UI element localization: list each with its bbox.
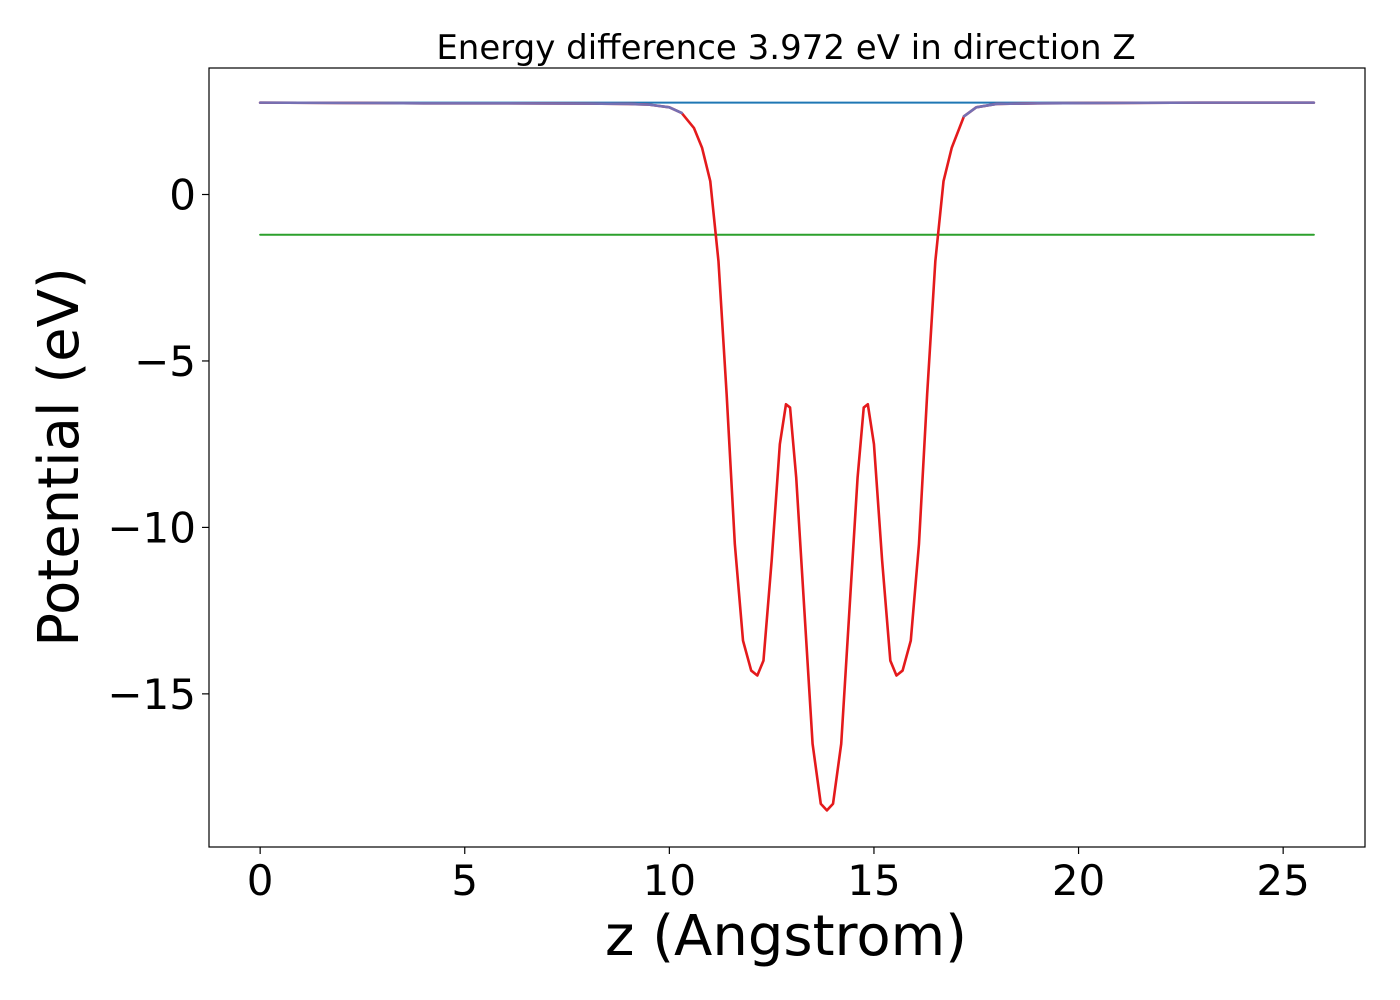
series-layer — [258, 101, 1316, 812]
x-tick-label: 5 — [451, 856, 478, 905]
axes-frame — [208, 67, 1366, 848]
series-line-3-part-1 — [962, 101, 1316, 118]
x-tick-label: 20 — [1052, 856, 1105, 905]
y-tick-label: −15 — [107, 670, 196, 719]
series-line-3-part-0 — [258, 101, 683, 115]
y-tick-label: 0 — [169, 171, 196, 220]
y-axis-label: Potential (eV) — [27, 267, 92, 647]
x-tick-label: 25 — [1256, 856, 1309, 905]
x-axis-ticks: 0 5 10 15 20 25 — [247, 847, 1310, 905]
x-tick-label: 0 — [247, 856, 274, 905]
x-axis-label: z (Angstrom) — [605, 904, 967, 969]
y-axis-ticks: 0 −5 −10 −15 — [107, 171, 209, 719]
series-line-2 — [258, 101, 1316, 812]
x-tick-label: 10 — [643, 856, 696, 905]
chart-title: Energy difference 3.972 eV in direction … — [436, 28, 1135, 68]
y-tick-label: −10 — [107, 503, 196, 552]
y-tick-label: −5 — [134, 337, 196, 386]
plot-area: 0 5 10 15 20 25 0 −5 −10 −15 — [107, 67, 1366, 905]
x-tick-label: 15 — [847, 856, 900, 905]
